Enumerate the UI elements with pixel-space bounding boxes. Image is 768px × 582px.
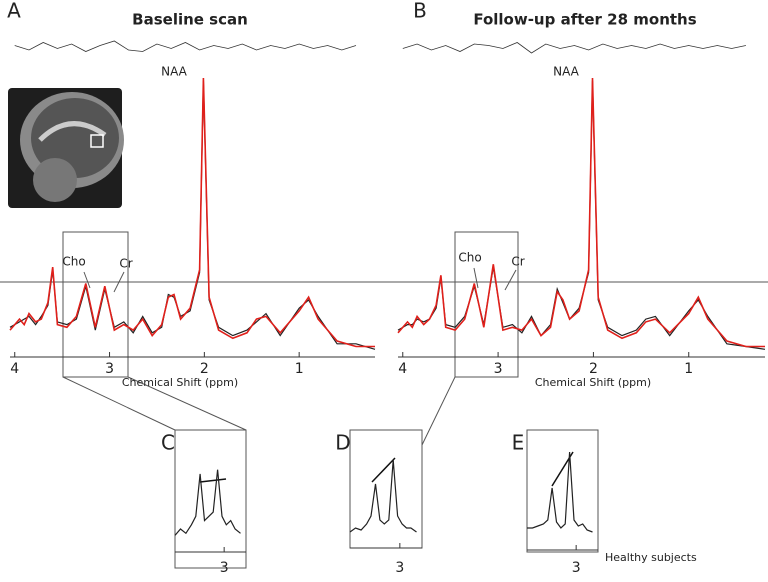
zoom-guides [62, 231, 574, 487]
note: Healthy subjects [605, 551, 697, 564]
spectrum [349, 459, 417, 533]
residual [14, 40, 357, 52]
peak-label: NAA [161, 65, 188, 79]
spectrum [174, 469, 241, 536]
spectrum [527, 451, 593, 533]
peak-label: Cr [119, 257, 132, 271]
panel-label: D [335, 431, 350, 455]
panel-label: C [161, 431, 175, 455]
panel-label: A [7, 0, 21, 23]
residual [402, 42, 746, 54]
mri-image [8, 88, 124, 208]
panel-label: E [512, 431, 525, 455]
x-tick-label: 1 [684, 361, 693, 377]
peak-label: Cr [511, 255, 524, 269]
inset-frame [526, 429, 599, 553]
x-tick-label: 3 [494, 361, 503, 377]
spectrum [9, 77, 375, 348]
x-tick-label: 3 [220, 560, 229, 576]
panel-title: Follow-up after 28 months [473, 11, 696, 29]
x-tick-label: 3 [395, 560, 404, 576]
x-tick-label: 4 [398, 361, 407, 377]
peak-label: Cho [458, 251, 481, 265]
peak-label: Cho [62, 255, 85, 269]
x-axis-label: Chemical Shift (ppm) [122, 376, 238, 389]
x-tick-label: 3 [572, 560, 581, 576]
x-tick-label: 2 [200, 361, 209, 377]
x-tick-label: 1 [295, 361, 304, 377]
spectrum [397, 80, 766, 350]
x-tick-label: 3 [105, 361, 114, 377]
spectrum [397, 77, 765, 348]
x-axis-label: Chemical Shift (ppm) [535, 376, 651, 389]
peak-label: NAA [553, 65, 580, 79]
inset-frame [174, 429, 247, 569]
x-tick-label: 2 [589, 361, 598, 377]
x-tick-label: 4 [10, 361, 19, 377]
panel-title: Baseline scan [132, 11, 248, 29]
panel-label: B [413, 0, 427, 23]
